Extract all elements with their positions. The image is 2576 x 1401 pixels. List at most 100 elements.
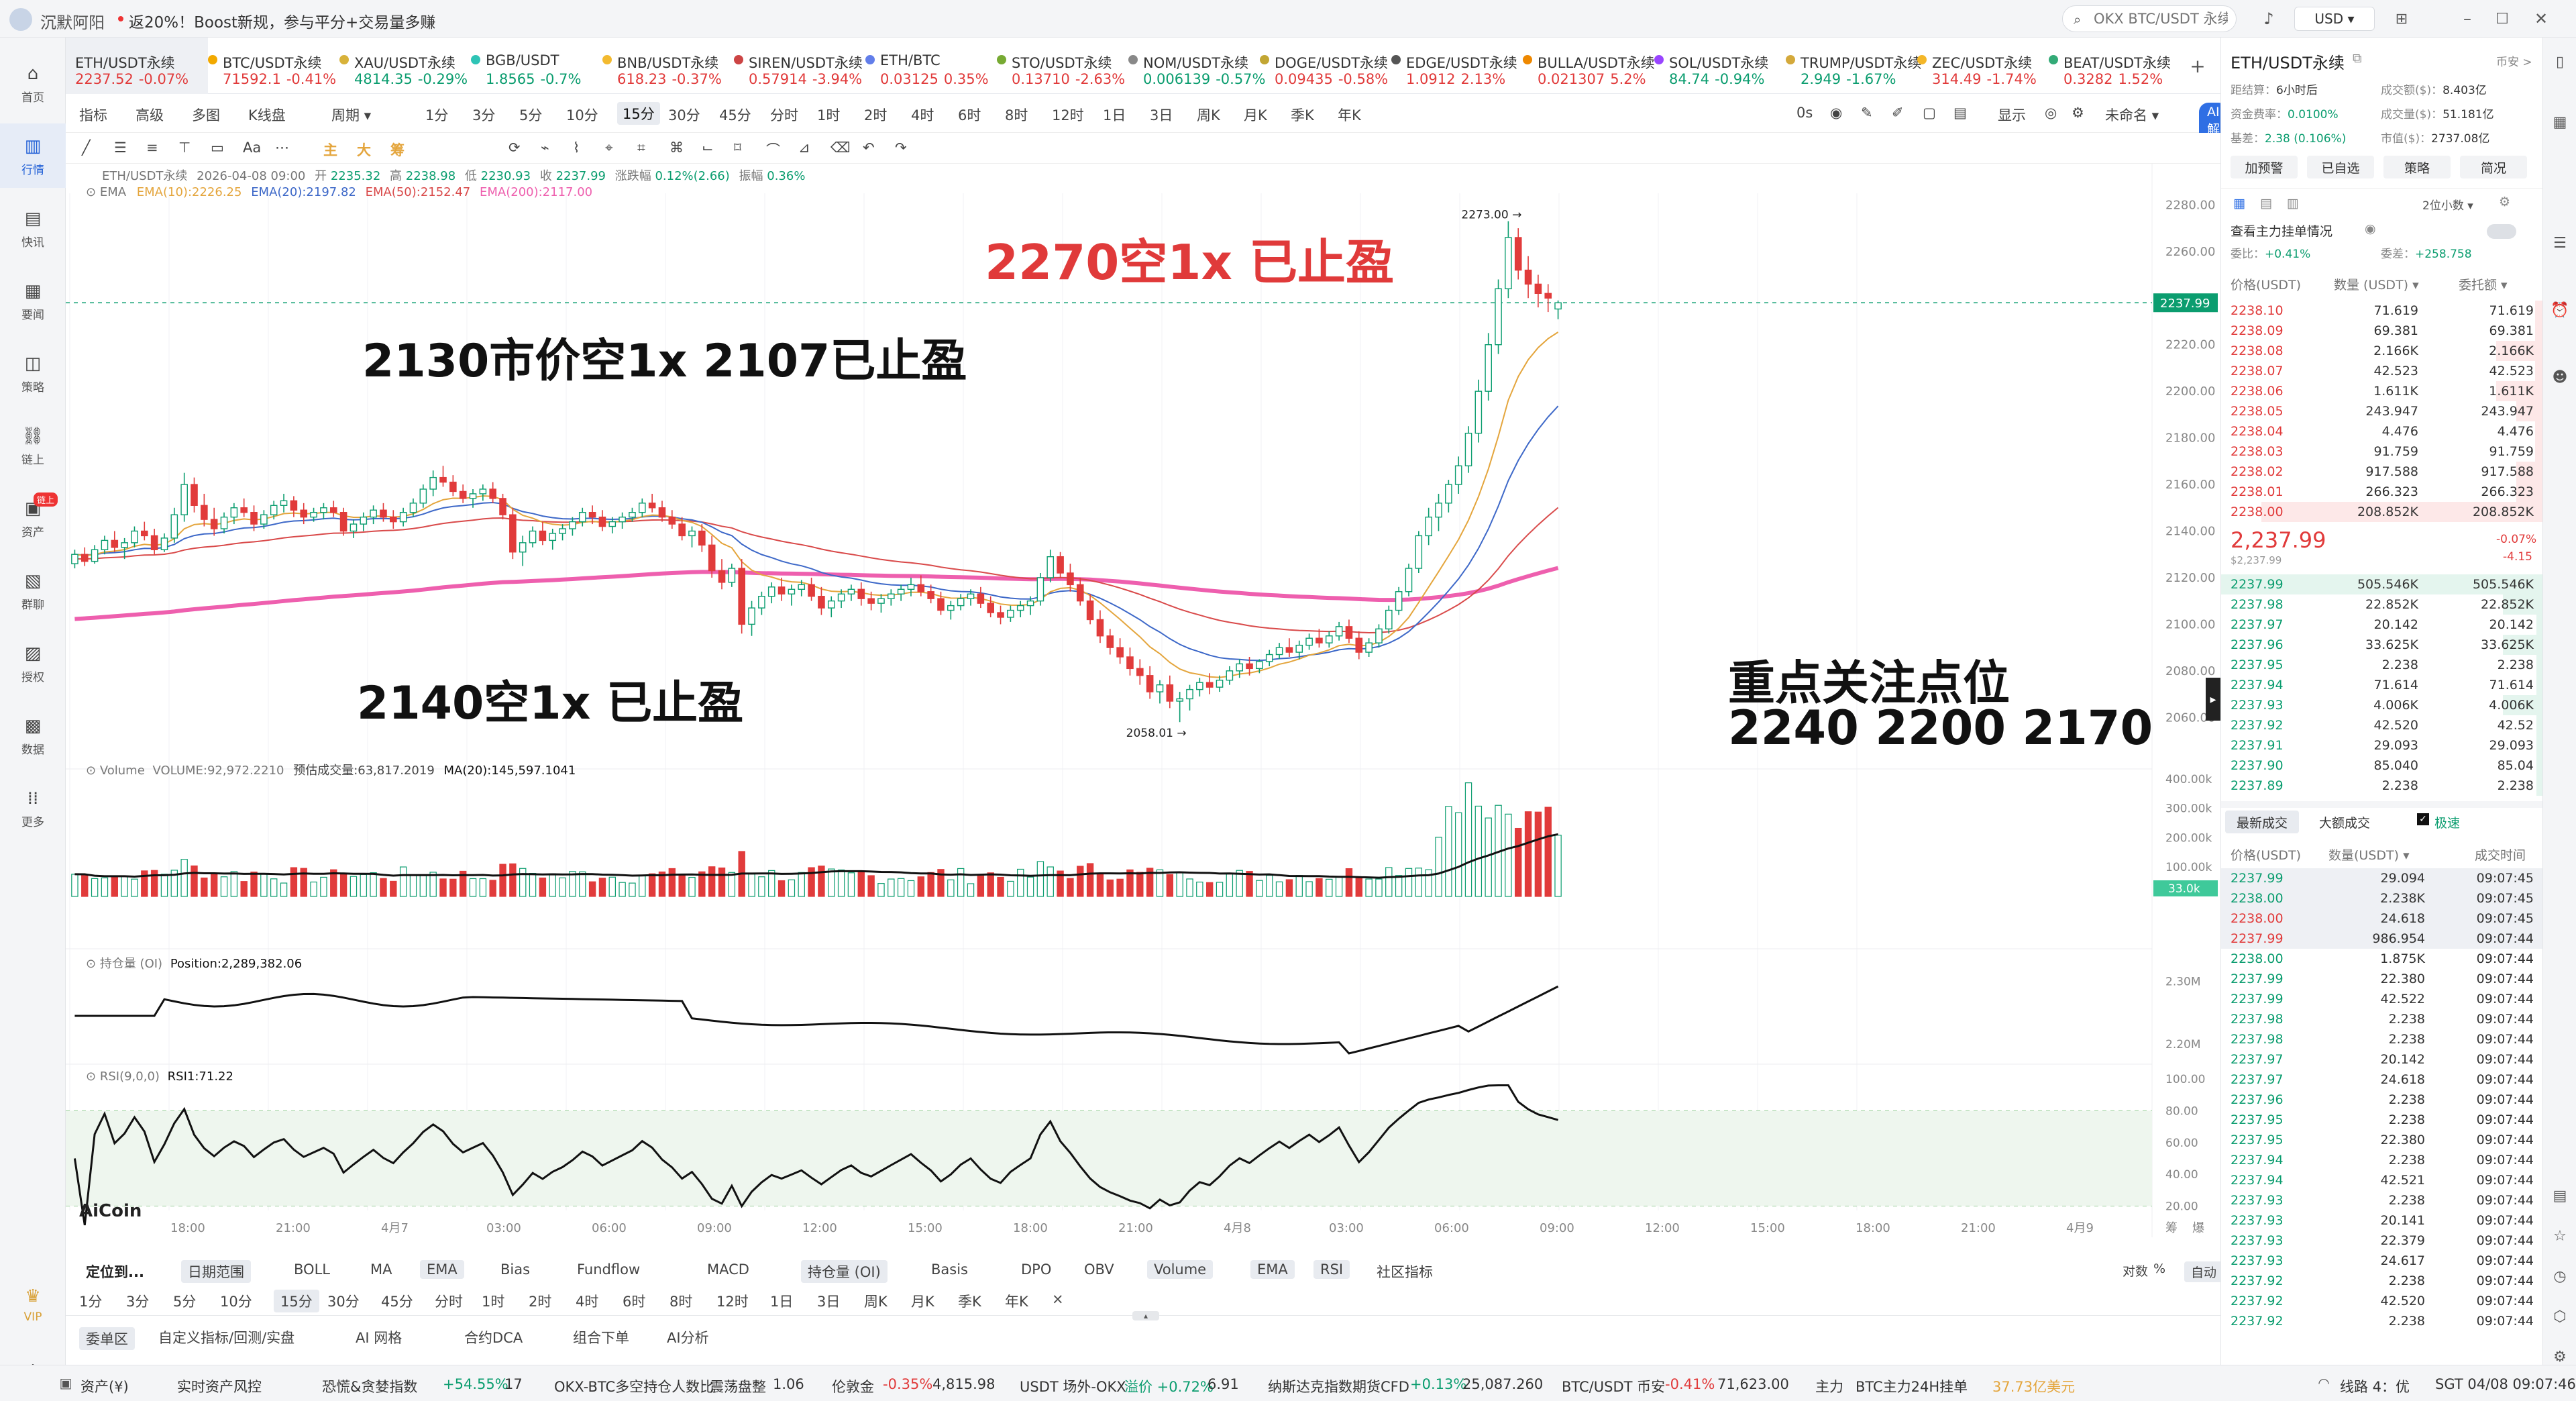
indicator-6[interactable]: 持仓量 (OI) [801, 1260, 888, 1283]
period-14[interactable]: 1日 [770, 1294, 794, 1310]
bid-row[interactable]: 2237.89 2.238 2.238 [2221, 776, 2543, 796]
bid-row[interactable]: 2237.95 2.238 2.238 [2221, 655, 2543, 675]
bid-row[interactable]: 2237.96 33.625K 33.625K [2221, 635, 2543, 655]
rail-item-more[interactable]: ⁞⁞ 更多 [0, 776, 66, 840]
layout-name-select[interactable]: 未命名 ▾ [2105, 107, 2159, 123]
toolbar-item-2[interactable]: 多图 [192, 107, 220, 123]
chip-label-1[interactable]: 大 [357, 142, 371, 158]
exchange-link[interactable]: 币安 > [2496, 56, 2532, 69]
tool-icon[interactable]: ↷ [895, 140, 907, 156]
bottom-tab-2[interactable]: AI 网格 [356, 1330, 402, 1346]
main-orders-link[interactable]: 查看主力挂单情况 [2231, 224, 2333, 239]
rail-item-group[interactable]: ▧ 群聊 [0, 558, 66, 623]
period-7[interactable]: 分时 [435, 1294, 463, 1310]
ticker-tab[interactable]: BNB/USDT永续 618.23 -0.37% [598, 38, 730, 94]
period-10[interactable]: 4时 [576, 1294, 599, 1310]
gear-icon[interactable]: ⚙ [2553, 1348, 2567, 1365]
bell-icon[interactable]: ♪ [2263, 9, 2274, 28]
period-19[interactable]: 年K [1005, 1294, 1028, 1310]
decimals-select[interactable]: 2位小数 ▾ [2422, 199, 2473, 213]
ticker-tab[interactable]: BTC/USDT永续 71592.1 -0.41% [204, 38, 336, 94]
cube-icon[interactable]: ⬡ [2553, 1308, 2567, 1325]
ticker-tab[interactable]: NOM/USDT永续 0.006139 -0.57% [1124, 38, 1266, 94]
main-orders-toggle[interactable] [2487, 224, 2516, 239]
bid-row[interactable]: 2237.91 29.093 29.093 [2221, 735, 2543, 756]
toolbar-item-0[interactable]: 指标 [79, 107, 107, 123]
draw-tool-icon[interactable]: ≡ [146, 140, 158, 156]
ticker-tab[interactable]: BULLA/USDT永续 0.021307 5.2% [1519, 38, 1655, 94]
volume-collapse-icon[interactable]: ⊙ [86, 764, 97, 778]
toolbar-period-12[interactable]: 分时 [770, 107, 798, 123]
indicator-13[interactable]: 社区指标 [1377, 1264, 1433, 1280]
ask-row[interactable]: 2238.04 4.476 4.476 [2221, 421, 2543, 442]
tool-icon[interactable]: ⌙ [702, 140, 714, 156]
ticker-tab[interactable]: ETH/USDT永续 2237.52 -0.07% [66, 38, 208, 94]
ticker-tab[interactable]: BEAT/USDT永续 0.3282 1.52% [2045, 38, 2176, 94]
toolbar-period-5[interactable]: 1分 [425, 107, 449, 123]
period-16[interactable]: 周K [864, 1294, 888, 1310]
toolbar-item-4[interactable]: 周期 ▾ [331, 107, 372, 123]
bid-row[interactable]: 2237.92 42.520 42.52 [2221, 715, 2543, 735]
period-2[interactable]: 5分 [173, 1294, 197, 1310]
indicator-9[interactable]: OBV [1084, 1261, 1114, 1278]
ask-row[interactable]: 2238.01 266.323 266.323 [2221, 482, 2543, 502]
expand-handle-icon[interactable]: ▴ [1132, 1311, 1159, 1320]
rail-item-home[interactable]: ⌂ 首页 [0, 51, 66, 115]
tool-icon[interactable]: ↶ [863, 140, 875, 156]
calc-icon[interactable]: ▤ [2553, 1187, 2567, 1204]
edit-icon[interactable]: ✐ [1892, 105, 1904, 121]
draw-tool-icon[interactable]: ▭ [211, 140, 224, 156]
toolbar-period-7[interactable]: 5分 [519, 107, 543, 123]
rsi-collapse-icon[interactable]: ⊙ [86, 1070, 97, 1084]
panel-btn-1[interactable]: 已自选 [2307, 156, 2374, 178]
indicator-4[interactable]: Fundflow [577, 1261, 641, 1278]
ask-row[interactable]: 2238.10 71.619 71.619 [2221, 301, 2543, 321]
add-tab-icon[interactable]: + [2190, 54, 2206, 77]
ticker-tab[interactable]: SIREN/USDT永续 0.57914 -3.94% [730, 38, 863, 94]
period-18[interactable]: 季K [958, 1294, 981, 1310]
oi-collapse-icon[interactable]: ⊙ [86, 957, 97, 971]
orderbook-settings-icon[interactable]: ⚙ [2499, 195, 2511, 209]
bid-row[interactable]: 2237.90 85.040 85.04 [2221, 756, 2543, 776]
rail-item-strategy[interactable]: ◫ 策略 [0, 341, 66, 405]
period-17[interactable]: 月K [911, 1294, 934, 1310]
gift-icon[interactable]: ⊞ [2395, 10, 2408, 28]
tool-icon[interactable]: ⌖ [605, 140, 613, 156]
toolbar-period-15[interactable]: 4时 [911, 107, 934, 123]
period-9[interactable]: 2时 [529, 1294, 552, 1310]
ema-collapse-icon[interactable]: ⊙ [86, 185, 97, 199]
orderbook-layout-icon[interactable]: ▤ [2260, 196, 2272, 211]
tool-icon[interactable]: ⌗ [637, 140, 645, 156]
rail-item-data[interactable]: ▩ 数据 [0, 703, 66, 768]
chart-area[interactable]: 2280.002260.002240.002220.002200.002180.… [66, 164, 2220, 1237]
search-box[interactable]: ⌕ [2062, 5, 2237, 32]
wallet-icon[interactable]: ▣ [59, 1375, 72, 1391]
ticker-tab[interactable]: STO/USDT永续 0.13710 -2.63% [993, 38, 1125, 94]
period-11[interactable]: 6时 [623, 1294, 646, 1310]
indicator-0[interactable]: BOLL [294, 1261, 330, 1278]
toolbar-period-22[interactable]: 月K [1244, 107, 1267, 123]
ask-row[interactable]: 2238.05 243.947 243.947 [2221, 401, 2543, 421]
layout-icon[interactable]: ▤ [1953, 105, 1967, 121]
toolbar-period-11[interactable]: 45分 [719, 107, 751, 123]
indicator-7[interactable]: Basis [931, 1261, 968, 1278]
period-8[interactable]: 1时 [482, 1294, 505, 1310]
indicator-10[interactable]: Volume [1147, 1260, 1214, 1279]
orderbook-layout-icon[interactable]: ▥ [2287, 196, 2299, 211]
display-button[interactable]: 显示 [1998, 107, 2026, 123]
tool-icon[interactable]: ⌒ [766, 142, 780, 158]
collapse-panel-arrow-icon[interactable]: ▸ [2206, 678, 2220, 721]
comment-icon[interactable]: ▢ [1923, 105, 1936, 121]
axis-corner-1[interactable]: 筹 [2165, 1221, 2178, 1235]
bid-row[interactable]: 2237.97 20.142 20.142 [2221, 615, 2543, 635]
status-risk[interactable]: 实时资产风控 [177, 1379, 262, 1395]
bottom-tab-1[interactable]: 自定义指标/回测/实盘 [158, 1330, 295, 1346]
vip-button[interactable]: ♛ VIP [0, 1272, 66, 1337]
tab-latest-trades[interactable]: 最新成交 [2225, 811, 2299, 833]
ob-header-qty[interactable]: 数量 (USDT) ▾ [2334, 278, 2419, 293]
ob-header-total[interactable]: 委托额 ▾ [2459, 278, 2508, 293]
indicator-2[interactable]: EMA [420, 1260, 464, 1279]
minimize-icon[interactable]: – [2463, 9, 2471, 28]
toolbar-period-19[interactable]: 1日 [1103, 107, 1126, 123]
trades-header-qty[interactable]: 数量(USDT) ▾ [2328, 848, 2410, 863]
